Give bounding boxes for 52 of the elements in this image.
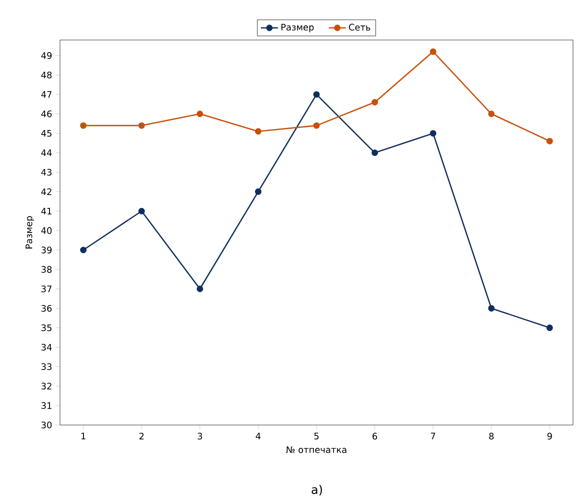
y-tick-label: 34: [42, 344, 52, 351]
x-tick-label: 7: [430, 432, 436, 440]
point: [313, 122, 320, 129]
y-tick-label: 38: [42, 266, 52, 273]
point: [546, 324, 553, 332]
point: [372, 150, 378, 156]
x-tick-label: 8: [489, 432, 494, 440]
y-tick-label: 42: [41, 188, 52, 195]
point: [313, 91, 320, 98]
y-tick-label: 47: [41, 91, 52, 98]
point: [138, 208, 145, 214]
y-tick-label: 36: [42, 304, 52, 312]
x-tick-label: 9: [547, 432, 552, 440]
text: а): [312, 484, 322, 496]
point: [196, 110, 204, 118]
point: [430, 130, 436, 137]
x-tick-label: 4: [256, 432, 261, 440]
point: [488, 305, 495, 312]
point: [254, 128, 262, 135]
y-tick-label: 30: [42, 422, 52, 428]
y-tick-label: 44: [41, 150, 52, 156]
y-tick-label: 37: [42, 285, 52, 292]
x-tick-label: 6: [372, 432, 378, 440]
y-tick-label: 41: [41, 208, 52, 214]
x-tick-label: 5: [314, 432, 319, 440]
y-tick-label: 45: [41, 130, 52, 137]
y-tick-label: 43: [41, 168, 52, 176]
y-tick-label: 39: [42, 246, 52, 254]
y-tick-label: 35: [42, 324, 52, 332]
point: [430, 48, 436, 55]
point: [372, 98, 378, 106]
x-axis-title: № отпечатка: [286, 446, 346, 454]
point: [488, 110, 495, 118]
point: [196, 286, 204, 292]
point: [254, 188, 262, 195]
y-tick-label: 33: [42, 363, 52, 370]
y-tick-label: 32: [42, 382, 52, 390]
y-tick-label: 46: [41, 110, 52, 118]
y-tick-label: 49: [41, 52, 52, 59]
point: [546, 138, 553, 144]
x-tick-label: 1: [81, 432, 86, 440]
y-tick-label: 48: [41, 72, 52, 78]
x-tick-label: 2: [139, 432, 144, 440]
legend-label: Сеть: [348, 24, 370, 31]
x-tick-label: 3: [198, 432, 202, 440]
point: [138, 122, 145, 129]
point: [80, 246, 87, 254]
y-tick-label: 40: [41, 227, 52, 234]
point: [80, 122, 87, 129]
y-tick-label: 31: [42, 402, 52, 409]
y-axis-title: Размер: [26, 216, 34, 248]
legend-label: Размер: [281, 24, 314, 32]
